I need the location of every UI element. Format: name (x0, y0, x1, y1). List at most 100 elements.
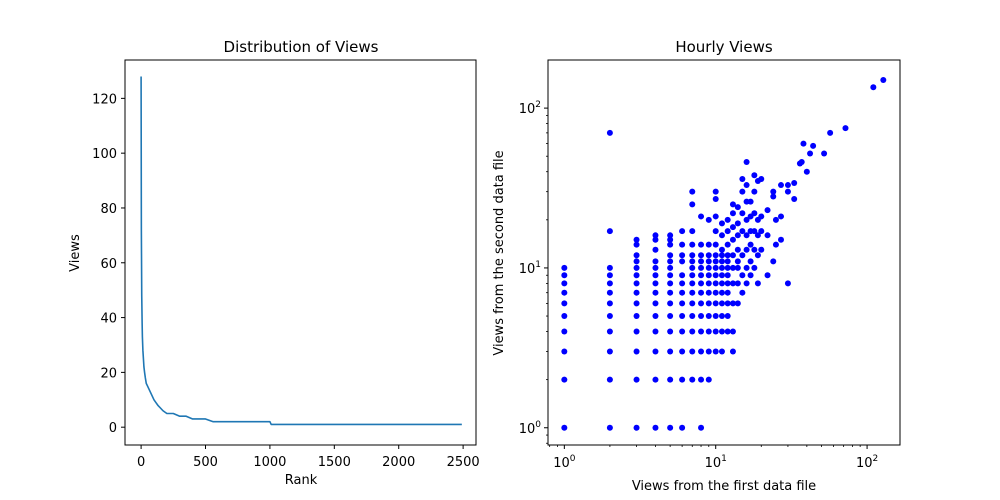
scatter-point (712, 348, 719, 355)
scatter-point (633, 241, 640, 248)
scatter-point (718, 300, 725, 307)
y-tick-label: 101 (519, 260, 541, 277)
scatter-point (751, 172, 758, 179)
scatter-point (705, 241, 712, 248)
scatter-point (743, 159, 750, 166)
scatter-point (705, 272, 712, 279)
scatter-point (633, 280, 640, 287)
scatter-point (633, 424, 640, 431)
x-tick-label: 500 (193, 455, 218, 470)
scatter-point (679, 258, 686, 265)
left-chart: Distribution of Views 0 500 1000 1500 2000 25… (68, 38, 480, 488)
scatter-point (718, 264, 725, 271)
scatter-point (729, 236, 736, 243)
scatter-point (743, 264, 750, 271)
scatter-point (606, 280, 613, 287)
scatter-point (633, 252, 640, 259)
scatter-point (633, 272, 640, 279)
scatter-point (679, 313, 686, 320)
scatter-point (729, 224, 736, 231)
scatter-point (606, 264, 613, 271)
scatter-point (705, 328, 712, 335)
scatter-point (689, 241, 696, 248)
scatter-point (821, 150, 828, 157)
scatter-point (718, 313, 725, 320)
scatter-point (689, 348, 696, 355)
scatter-point (724, 300, 731, 307)
scatter-point (667, 232, 674, 239)
scatter-point (633, 236, 640, 243)
scatter-point (743, 280, 750, 287)
left-plot-area (140, 76, 462, 426)
scatter-point (751, 210, 758, 217)
scatter-point (770, 193, 777, 200)
scatter-point (758, 246, 765, 253)
scatter-point (633, 300, 640, 307)
x-tick-label: 101 (705, 454, 727, 471)
scatter-point (724, 264, 731, 271)
scatter-point (698, 348, 705, 355)
scatter-point (679, 376, 686, 383)
scatter-point (667, 272, 674, 279)
y-tick-label: 80 (100, 202, 117, 217)
scatter-point (698, 328, 705, 335)
scatter-point (561, 289, 568, 296)
scatter-point (689, 201, 696, 208)
scatter-point (689, 188, 696, 195)
scatter-point (718, 220, 725, 227)
scatter-point (698, 376, 705, 383)
scatter-point (689, 313, 696, 320)
scatter-point (712, 272, 719, 279)
scatter-point (712, 280, 719, 287)
left-chart-title: Distribution of Views (224, 38, 379, 56)
scatter-point (679, 289, 686, 296)
scatter-point (689, 280, 696, 287)
left-plot-frame (124, 59, 477, 446)
scatter-point (698, 280, 705, 287)
scatter-point (718, 258, 725, 265)
scatter-point (778, 182, 784, 189)
x-tick-label: 2500 (447, 455, 480, 470)
scatter-point (705, 289, 712, 296)
left-x-ticks: 0 500 1000 1500 2000 2500 (137, 445, 480, 470)
scatter-point (698, 272, 705, 279)
scatter-point (689, 258, 696, 265)
x-tick-label: 1500 (318, 455, 351, 470)
scatter-point (764, 232, 771, 239)
scatter-point (712, 188, 719, 195)
scatter-point (758, 176, 765, 183)
x-tick-label: 0 (137, 455, 145, 470)
scatter-point (791, 179, 798, 186)
scatter-point (652, 300, 659, 307)
scatter-point (606, 300, 613, 307)
scatter-point (698, 289, 705, 296)
right-y-ticks: 100 101 102 (519, 100, 548, 444)
scatter-point (718, 232, 725, 239)
scatter-point (870, 84, 877, 91)
x-tick-label: 2000 (382, 455, 415, 470)
scatter-point (679, 328, 686, 335)
scatter-point (751, 228, 758, 235)
scatter-point (633, 348, 640, 355)
scatter-point (734, 220, 741, 227)
scatter-point (739, 289, 746, 296)
scatter-point (712, 264, 719, 271)
scatter-point (667, 424, 674, 431)
y-tick-label: 102 (519, 100, 541, 117)
scatter-point (743, 232, 750, 239)
scatter-point (758, 228, 765, 235)
scatter-point (698, 313, 705, 320)
scatter-point (880, 76, 887, 83)
scatter-point (667, 376, 674, 383)
scatter-point (807, 150, 814, 157)
scatter-point (606, 272, 613, 279)
scatter-point (718, 280, 725, 287)
scatter-point (729, 328, 736, 335)
scatter-point (667, 348, 674, 355)
scatter-point (689, 376, 696, 383)
scatter-point (751, 264, 758, 271)
scatter-point (724, 241, 731, 248)
scatter-point (747, 272, 754, 279)
scatter-point (724, 328, 731, 335)
scatter-point (764, 207, 771, 214)
